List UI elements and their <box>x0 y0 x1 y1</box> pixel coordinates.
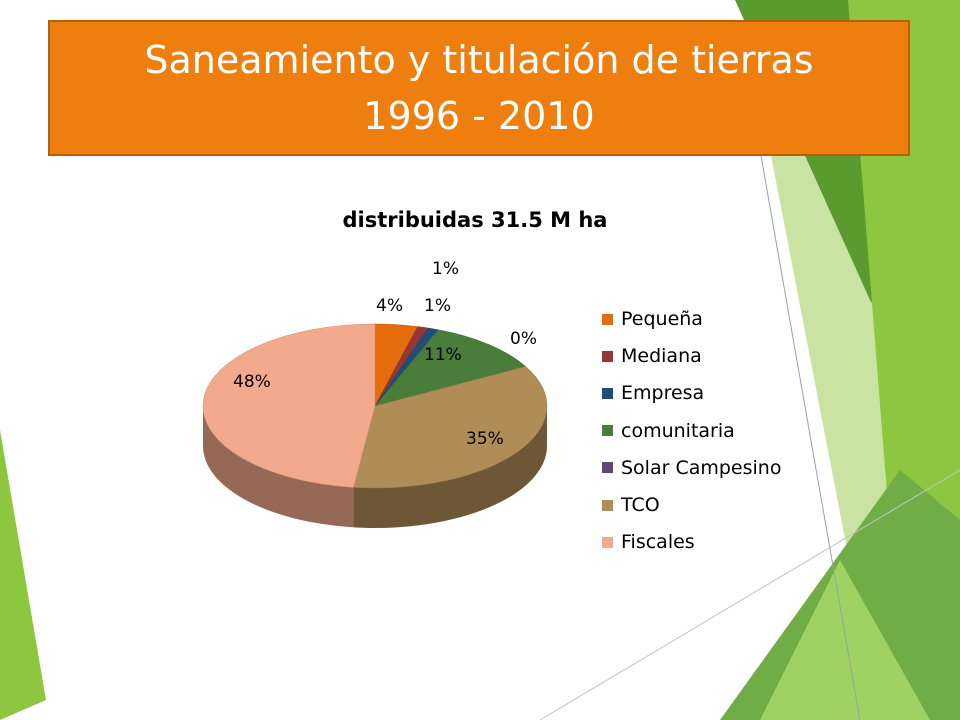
slide-title-box: Saneamiento y titulación de tierras 1996… <box>48 20 910 156</box>
slide-title-line-2: 1996 - 2010 <box>363 94 595 138</box>
data-label-fiscales: 48% <box>233 372 271 392</box>
data-label-tco: 35% <box>466 429 504 449</box>
legend-item-tco: TCO <box>602 492 660 518</box>
legend-item-comunitaria: comunitaria <box>602 418 735 444</box>
chart-title: distribuidas 31.5 M ha <box>342 208 608 232</box>
legend-item-empresa: Empresa <box>602 380 704 406</box>
legend-item-solar-campesino: Solar Campesino <box>602 455 781 481</box>
pie-side-tco <box>353 406 547 528</box>
pie-slice-fiscales <box>202 323 376 488</box>
data-label-pequena: 4% <box>376 296 403 316</box>
legend-label: Mediana <box>621 345 702 368</box>
pie-slice-tco <box>353 366 548 489</box>
legend-label: Solar Campesino <box>621 456 782 479</box>
decor-bottom-light <box>760 560 930 720</box>
legend-label: TCO <box>621 494 660 516</box>
data-label-empresa: 1% <box>432 259 459 279</box>
legend-item-mediana: Mediana <box>602 343 702 369</box>
data-label-solar-campesino: 0% <box>510 329 537 349</box>
legend-swatch <box>602 350 613 362</box>
slide-title-line-1: Saneamiento y titulación de tierras <box>144 38 814 82</box>
pie-slice-comunitaria <box>374 329 527 407</box>
data-label-comunitaria: 11% <box>424 345 462 365</box>
legend-swatch <box>602 536 613 548</box>
pie-side-fiscales <box>203 406 354 528</box>
data-label-mediana: 1% <box>424 296 451 316</box>
legend-label: Empresa <box>621 382 705 405</box>
decor-left-bar <box>0 430 46 720</box>
legend-item-fiscales: Fiscales <box>602 529 695 555</box>
pie-side-walls <box>203 406 547 528</box>
legend-swatch <box>602 462 613 474</box>
legend-label: Pequeña <box>621 308 703 330</box>
legend-label: Fiscales <box>621 531 695 554</box>
decor-line-1 <box>759 149 861 720</box>
legend-swatch <box>602 387 613 399</box>
legend-swatch <box>602 313 613 325</box>
decor-line-2 <box>539 469 960 720</box>
legend-swatch <box>602 499 613 511</box>
legend-label: comunitaria <box>621 419 735 442</box>
legend-item-pequena: Pequeña <box>602 306 703 332</box>
legend-swatch <box>602 425 613 437</box>
